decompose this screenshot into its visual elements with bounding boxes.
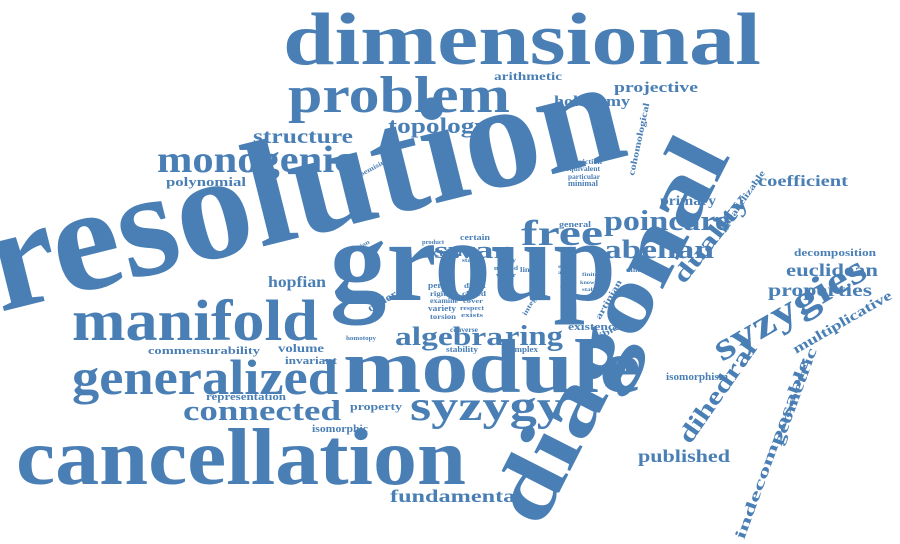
word-volume: volume (278, 341, 325, 355)
word-swan: swan (434, 238, 514, 264)
word-product: product (422, 240, 444, 246)
word-monogenic: monogenic (157, 139, 353, 181)
word-known: known (580, 281, 598, 286)
word-torsion: torsion (430, 313, 456, 321)
word-stability: stability (446, 345, 478, 354)
word-group: group (330, 198, 616, 326)
word-topology: topology (388, 113, 488, 138)
word-algebra: algebra (395, 322, 503, 351)
word-hopfian: hopfian (268, 274, 326, 291)
word-particular: particular (568, 173, 600, 181)
word-closed: closed (462, 290, 486, 298)
word-extra: extra (558, 265, 575, 270)
word-decomposition: decomposition (794, 248, 877, 259)
word-homotopy: homotopy (346, 336, 376, 342)
word-commensurability: commensurability (148, 345, 261, 357)
word-holonomy: holonomy (554, 94, 631, 110)
word-dimension: dimension (626, 266, 662, 274)
word-dimensional: dimensional (283, 0, 761, 81)
word-problem: problem (288, 67, 510, 124)
word-stably: stably (582, 288, 601, 293)
word-action: action (426, 247, 462, 259)
word-syzygy: syzygy (410, 384, 564, 430)
word-coefficient: coefficient (758, 173, 849, 190)
word-primary: primary (660, 194, 716, 209)
word-published: published (638, 446, 730, 466)
word-poincare: poincare (604, 206, 730, 237)
word-invariant: invariant (285, 355, 337, 367)
word-properties: properties (768, 280, 872, 300)
word-two: two (498, 281, 511, 286)
word-module: module (343, 325, 641, 409)
word-projective: projective (614, 80, 698, 96)
word-direct: direct (464, 282, 487, 290)
word-study: study (498, 258, 516, 264)
word-manifold: manifold (72, 288, 318, 353)
word-fundamental: fundamental (390, 486, 522, 506)
word-property: property (350, 401, 403, 413)
word-finite: finite (582, 273, 599, 278)
word-isomorphic: isomorphic (312, 423, 368, 435)
word-restriction: restriction (566, 158, 602, 166)
word-ring: ring (505, 321, 563, 352)
word-vector: vector (496, 273, 516, 279)
word-case: case (560, 285, 575, 290)
word-exists: exists (461, 313, 484, 319)
word-generalized: generalized (72, 349, 338, 405)
word-representation: representation (206, 392, 287, 403)
word-arithmetic: arithmetic (494, 69, 563, 83)
word-polynomial: polynomial (166, 174, 246, 189)
word-variety: variety (428, 304, 456, 313)
word-stage: stage (462, 258, 478, 264)
word-cover: cover (463, 299, 483, 305)
word-certain: certain (460, 233, 491, 242)
word-connected: connected (183, 396, 342, 427)
word-existence: existence (568, 322, 621, 333)
word-structure: structure (253, 126, 353, 148)
word-respect: respect (460, 306, 484, 312)
word-minimal: minimal (568, 179, 599, 188)
word-admit: admit (558, 271, 574, 276)
word-free: free (521, 213, 603, 253)
word-linear: linear (520, 266, 542, 274)
word-cancellation: cancellation (16, 414, 466, 502)
word-euclidean: euclidean (786, 260, 878, 280)
word-one: one (564, 279, 575, 284)
word-period: period (428, 281, 455, 290)
word-equivalent: equivalent (566, 165, 601, 173)
word-abelian: abelian (604, 235, 715, 264)
word-isomorphism: isomorphism (666, 372, 729, 383)
word-general: general (559, 220, 592, 229)
word-complex: complex (506, 345, 538, 354)
word-rigidity: rigidity (430, 290, 459, 298)
word-converse: converse (450, 326, 478, 334)
word-method: method (494, 266, 519, 272)
word-examine: examine (430, 297, 458, 305)
